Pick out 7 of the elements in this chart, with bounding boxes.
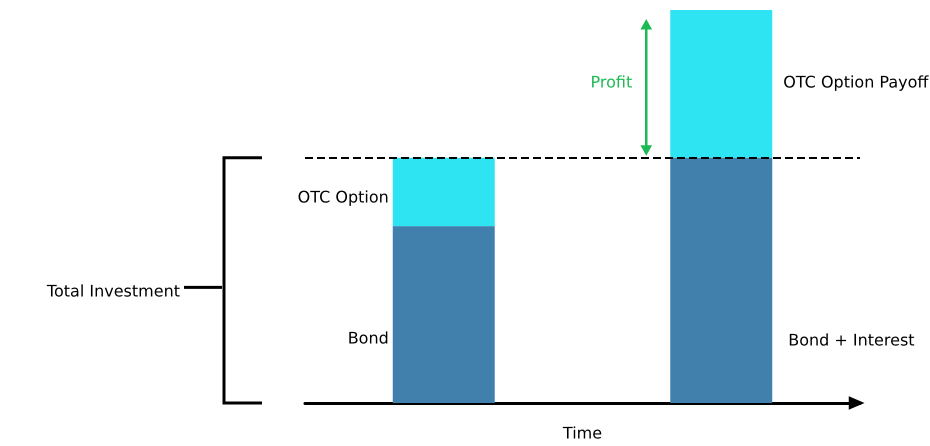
annotation: Profit (590, 72, 632, 92)
text: Total Investment (46, 282, 180, 300)
annotation: Bond (348, 328, 389, 348)
x-axis-title: Time (562, 424, 602, 442)
annotation: OTC Option (298, 188, 389, 206)
annotation: OTC Option Payoff (783, 72, 930, 92)
annotation: Bond + Interest (788, 330, 915, 350)
